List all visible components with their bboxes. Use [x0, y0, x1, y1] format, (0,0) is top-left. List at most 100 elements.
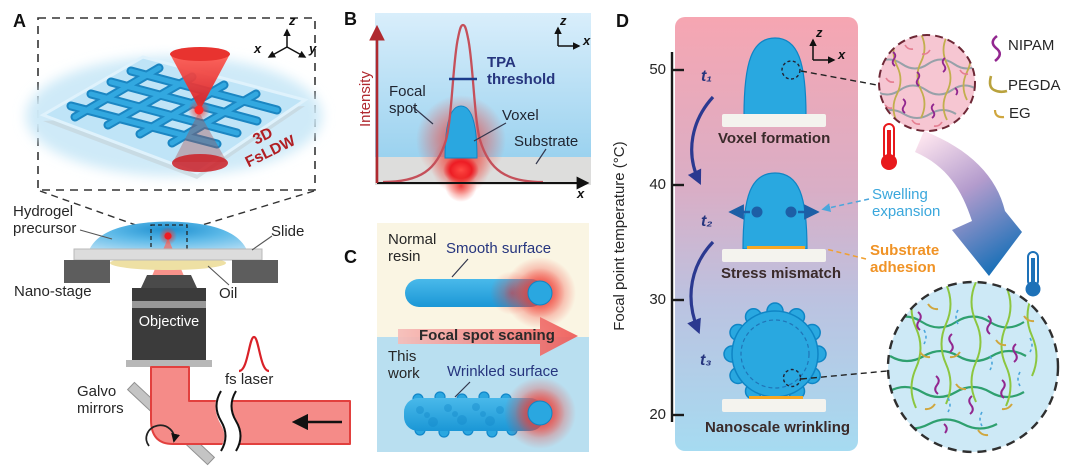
swelling-callout-line [821, 198, 870, 213]
tick-50: 50 [649, 61, 666, 78]
hydrogel-label-2: precursor [13, 220, 77, 237]
smooth-rod [405, 257, 576, 329]
normal-resin-label-1: Normal [388, 231, 437, 248]
stage1-label: Voxel formation [718, 130, 831, 147]
connector-to-top-inset [800, 70, 878, 86]
panel-c-art [377, 223, 589, 452]
panel-d-art [670, 17, 888, 451]
voxel-shape [444, 105, 478, 159]
wrinkled-rod [404, 377, 576, 449]
network-inset-collapsed [878, 34, 976, 132]
nano-stage-left-block [64, 260, 110, 283]
panel-b-pointer-lines [412, 106, 547, 165]
tick-30: 30 [649, 291, 666, 308]
adhesion-layer-t2 [747, 246, 805, 251]
panel-d-label: D [616, 11, 629, 31]
nano-stage-right-block [232, 260, 278, 283]
adhesion-callout-line [825, 248, 867, 260]
objective-label: Objective [138, 314, 200, 330]
galvo-label-2: mirrors [77, 400, 124, 417]
substrate-t2 [722, 249, 826, 262]
intensity-profile-curve [382, 23, 544, 184]
swelling-label-1: Swelling [872, 186, 928, 203]
scan-arrow-label: Focal spot scaning [419, 327, 555, 344]
zoom-circle-t1 [781, 60, 801, 80]
normal-resin-label-2: resin [388, 248, 421, 265]
d-axis-x: x [838, 47, 846, 62]
adhesion-layer-t3 [749, 396, 803, 401]
zoom-connector-lines [39, 190, 315, 230]
b-xaxis-label: x [577, 186, 585, 201]
panel-a-art [26, 17, 351, 466]
a-axis-y: y [309, 41, 317, 56]
a-axis-x: x [254, 41, 262, 56]
objective-lens [126, 275, 212, 367]
voxel-t1 [743, 37, 807, 117]
panel-a-pointer-lines [79, 229, 273, 286]
panel-b-art [369, 13, 591, 202]
fs-laser-label: fs laser [225, 371, 274, 388]
tick-40: 40 [649, 176, 666, 193]
tick-20: 20 [649, 406, 666, 423]
laser-cone [170, 47, 230, 172]
panel-b-label: B [344, 9, 357, 29]
hydrogel-lattice-highlight [68, 65, 280, 147]
temperature-axis [670, 52, 684, 422]
focal-spot-label-2: spot [389, 100, 418, 117]
scan-direction-arrow [398, 317, 578, 356]
laser-focus-dot [164, 232, 172, 240]
substrate-t3 [722, 399, 826, 412]
focal-spot-label-1: Focal [389, 83, 426, 100]
panel-c-label: C [344, 247, 357, 267]
beam-break-icon [215, 386, 242, 456]
hydrogel-label-1: Hydrogel [13, 203, 74, 220]
adhesion-label-1: Substrate [870, 242, 940, 259]
nipam-icon [991, 34, 1002, 63]
cold-thermometer-icon [1025, 251, 1041, 297]
oil-label: Oil [219, 285, 238, 302]
glass-slide [73, 248, 263, 261]
legend-pegda-label: PEGDA [1008, 77, 1061, 94]
this-work-label-2: work [388, 365, 420, 382]
adhesion-label-2: adhesion [870, 259, 936, 276]
tpa-label-2: threshold [487, 71, 556, 88]
b-axis-z: z [560, 13, 567, 28]
tpa-label-1: TPA [487, 54, 516, 71]
wrinkled-surface-label: Wrinkled surface [447, 363, 559, 380]
time-arrow-t1-t2 [687, 95, 715, 185]
smooth-surface-label: Smooth surface [446, 240, 552, 257]
voxel-label: Voxel [502, 107, 539, 124]
xyz-axes-icon [267, 28, 307, 58]
sample-stage [64, 221, 278, 283]
eg-icon [993, 109, 1005, 119]
zx-axes-icon-d [809, 38, 836, 64]
connector-to-bottom-inset [800, 370, 888, 380]
network-inset-swollen [886, 280, 1060, 454]
substrate-label: Substrate [514, 133, 579, 150]
rotation-arrow-icon [145, 424, 180, 447]
zx-axes-icon [554, 26, 581, 50]
nano-stage-label: Nano-stage [14, 283, 92, 300]
time-arrow-t2-t3 [687, 240, 715, 335]
galvo-label-1: Galvo [77, 383, 117, 400]
a-axis-z: z [289, 13, 296, 28]
t3-label: t₃ [700, 352, 712, 369]
legend-nipam-label: NIPAM [1008, 37, 1055, 54]
stage3-label: Nanoscale wrinkling [705, 419, 851, 436]
slide-label: Slide [271, 223, 305, 240]
swelling-label-2: expansion [872, 203, 941, 220]
hot-thermometer-icon [881, 123, 897, 170]
cooling-transition-arrow [915, 131, 1022, 276]
fs-pulse-icon [238, 335, 270, 373]
panel-c-pointer-lines [451, 258, 471, 398]
stage2-label: Stress mismatch [721, 265, 842, 282]
legend-eg-label: EG [1009, 105, 1031, 122]
pegda-icon [988, 75, 1008, 94]
temperature-axis-label: Focal point temperature (°C) [610, 141, 628, 331]
t1-label: t₁ [701, 68, 712, 85]
t2-label: t₂ [701, 213, 713, 230]
b-axis-x: x [583, 33, 591, 48]
intensity-axis-label: Intensity [356, 71, 374, 128]
d-axis-z: z [816, 25, 823, 40]
